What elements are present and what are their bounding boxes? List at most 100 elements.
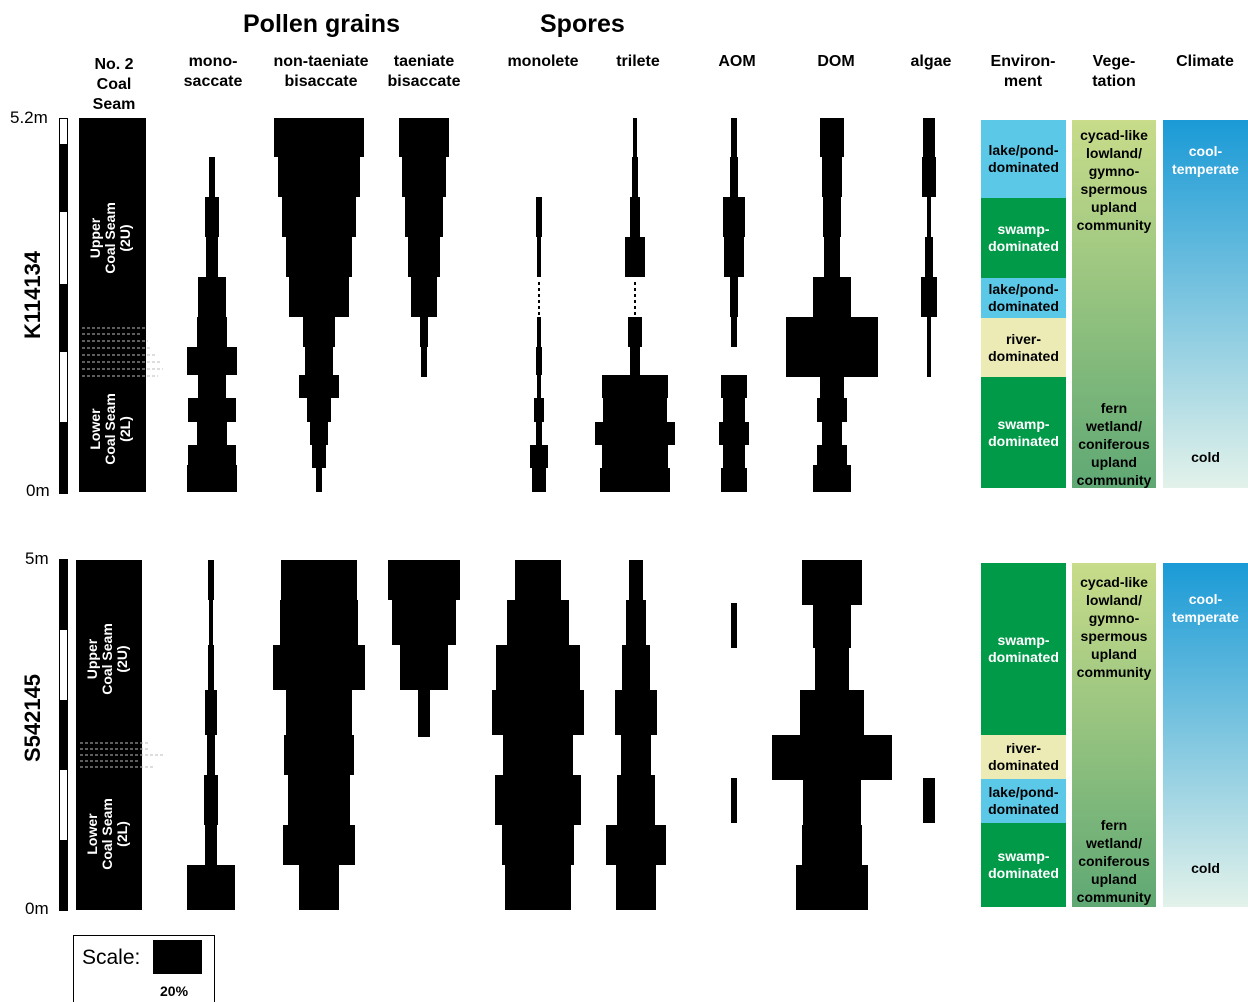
k-nontaeniate-segment (310, 422, 328, 445)
s-taeniate-segment (392, 600, 456, 645)
k-monolete-segment (536, 422, 542, 445)
trilete-header: trilete (616, 53, 660, 70)
k-taeniate-segment (408, 237, 440, 277)
k-monosaccate-segment (209, 157, 215, 197)
s-monosaccate-segment (208, 645, 214, 690)
k114134-bottom-depth: 0m (26, 481, 50, 500)
s542145-coal-seam-column (76, 560, 142, 910)
s542145-veg-bottom: fern wetland/ coniferous upland communit… (1076, 817, 1152, 905)
s-nontaeniate-segment (283, 825, 355, 865)
s542145-depth-bar (59, 559, 68, 911)
environment-header: Environ- ment (990, 53, 1056, 90)
k-trilete-segment (603, 398, 667, 422)
k-aom-segment (730, 157, 738, 197)
k-dom-segment (817, 398, 847, 422)
k-monosaccate-segment (206, 237, 218, 277)
k-nontaeniate-segment (282, 197, 356, 237)
k-monolete-segment (530, 445, 548, 468)
spores-heading: Spores (540, 10, 625, 38)
s542145-env-swamp-2: swamp- dominated (981, 823, 1066, 907)
s542145-env-river: river- dominated (981, 735, 1066, 779)
scale-block (153, 940, 202, 974)
k-dom-segment (824, 237, 840, 277)
scale-legend: Scale: 20% (73, 935, 215, 1002)
k-taeniate-segment (399, 118, 449, 157)
k-monosaccate-segment (187, 347, 237, 375)
s-dom-segment (796, 865, 868, 910)
s-taeniate-segment (388, 560, 460, 600)
k-dom-segment (813, 277, 851, 317)
k-algae-segment (927, 317, 931, 347)
s-monolete-segment (515, 560, 561, 600)
s-dom-segment (813, 605, 851, 648)
k-taeniate-segment (411, 277, 437, 317)
s-nontaeniate-segment (273, 645, 365, 690)
k114134-vegetation-column: cycad-like lowland/ gymno- spermous upla… (1072, 120, 1156, 488)
k114134-climate-column: cool- temperate cold (1163, 120, 1248, 488)
s-monosaccate-segment (208, 560, 214, 600)
monosaccate-header: mono- saccate (183, 53, 243, 90)
s-dom-segment (815, 648, 849, 690)
k-algae-segment (927, 197, 931, 237)
s-trilete-segment (621, 735, 651, 775)
k-monosaccate-segment (198, 375, 226, 398)
k-nontaeniate-segment (312, 445, 326, 468)
k-algae-segment (925, 237, 933, 277)
k114134-env-swamp-2: swamp- dominated (981, 377, 1066, 488)
k-trilete-segment (632, 157, 638, 197)
s-monosaccate-segment (205, 825, 217, 865)
k-nontaeniate-segment (289, 277, 349, 317)
s-nontaeniate-segment (286, 690, 352, 735)
k-trilete-segment (625, 237, 645, 277)
k114134-coal-seam-column (79, 118, 146, 492)
k-algae-segment (921, 277, 937, 317)
k-dom-segment (823, 197, 841, 237)
s-monolete-segment (502, 825, 574, 865)
k-nontaeniate-segment (286, 237, 352, 277)
k114134-veg-bottom: fern wetland/ coniferous upland communit… (1076, 400, 1152, 488)
k-dom-segment (813, 465, 851, 492)
s-trilete-segment (615, 690, 657, 735)
s-trilete-segment (626, 600, 646, 645)
dom-header: DOM (817, 53, 855, 70)
scale-label: Scale: (82, 946, 141, 969)
k-monolete-segment (537, 317, 541, 347)
k-algae-segment (922, 157, 936, 197)
k-trilete-segment (602, 375, 668, 398)
s-trilete-segment (617, 775, 655, 825)
s-dom-segment (800, 690, 864, 735)
s-nontaeniate-segment (280, 600, 358, 645)
k-monosaccate-segment (188, 445, 236, 465)
taeniate-bisaccate-header: taeniate bisaccate (387, 53, 461, 90)
aom-header: AOM (718, 53, 756, 70)
k114134-env-swamp-1: swamp- dominated (981, 198, 1066, 278)
non-taeniate-bisaccate-header: non-taeniate bisaccate (273, 53, 369, 90)
s542145-veg-top: cycad-like lowland/ gymno- spermous upla… (1076, 574, 1152, 680)
k-aom-segment (723, 197, 745, 237)
k-monosaccate-segment (197, 317, 227, 347)
k-dom-segment (820, 377, 844, 398)
k-monolete-segment (537, 375, 541, 398)
s-monolete-segment (505, 865, 571, 910)
k-aom-segment (730, 277, 738, 317)
k-dom-segment (786, 347, 878, 377)
k-dom-segment (786, 317, 878, 347)
k-algae-segment (927, 347, 931, 377)
k-aom-segment (724, 237, 744, 277)
k-dom-segment (822, 422, 842, 445)
k-trilete-segment (630, 197, 640, 237)
k-nontaeniate-segment (299, 375, 339, 398)
k-nontaeniate-segment (305, 347, 333, 375)
s-nontaeniate-segment (299, 865, 339, 910)
k-taeniate-segment (402, 157, 446, 197)
k-monosaccate-segment (187, 465, 237, 492)
s542145-climate-top: cool- temperate (1172, 591, 1239, 625)
k-nontaeniate-segment (316, 468, 322, 492)
s542145-top-depth: 5m (25, 549, 49, 568)
s542145-env-lake-pond: lake/pond- dominated (981, 779, 1066, 823)
s-monosaccate-segment (207, 735, 215, 775)
k-monosaccate-segment (188, 398, 236, 422)
s-dom-segment (772, 735, 892, 780)
s-nontaeniate-segment (281, 560, 357, 600)
k-trilete-segment (628, 317, 642, 347)
